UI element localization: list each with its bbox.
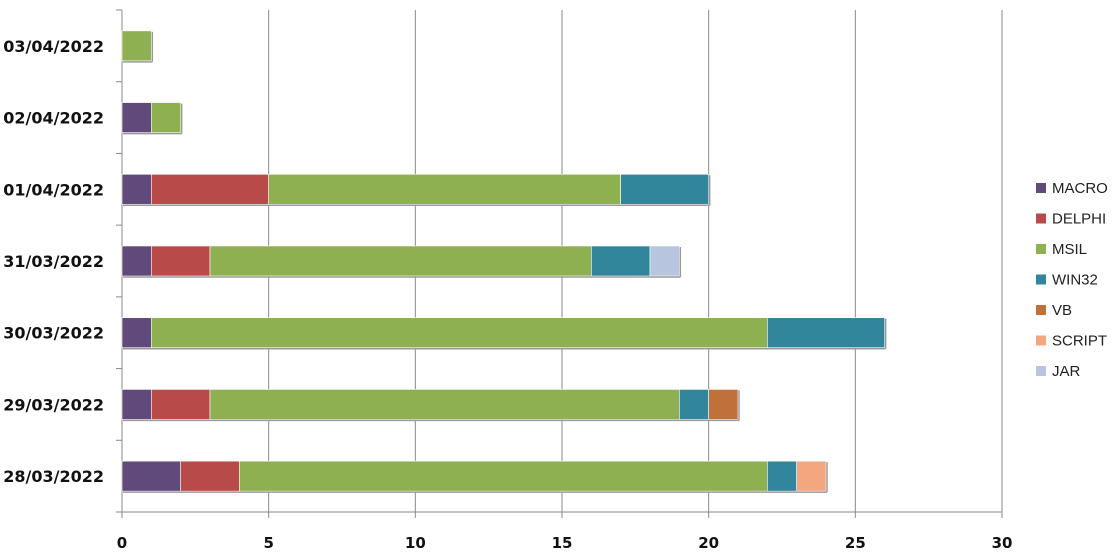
- bar-segment-win32: [620, 173, 709, 205]
- bar-segment-macro: [121, 460, 181, 492]
- legend-swatch: [1036, 244, 1046, 254]
- bar-segment-msil: [151, 102, 181, 133]
- bar-segment-msil: [209, 245, 592, 277]
- bar-segment-macro: [121, 102, 152, 133]
- bar-segment-macro: [121, 317, 152, 349]
- x-tick-label: 0: [117, 534, 127, 552]
- legend-swatch: [1036, 305, 1046, 315]
- bar-segment-jar: [649, 245, 680, 277]
- bar-segment-win32: [767, 460, 797, 492]
- legend-label: SCRIPT: [1052, 333, 1107, 350]
- bar-segment-msil: [209, 389, 680, 420]
- x-tick-label: 15: [552, 534, 573, 552]
- category-label: 31/03/2022: [3, 252, 104, 271]
- legend-swatch: [1036, 183, 1046, 193]
- category-label: 01/04/2022: [3, 180, 104, 199]
- bar-segment-msil: [268, 173, 621, 205]
- bar-segment-msil: [239, 460, 768, 492]
- legend-swatch: [1036, 335, 1046, 346]
- legend-label: MSIL: [1052, 241, 1087, 258]
- bar-segment-delphi: [151, 245, 211, 277]
- category-label: 29/03/2022: [3, 395, 104, 414]
- legend-label: WIN32: [1052, 272, 1098, 289]
- bar-segment-msil: [121, 30, 152, 62]
- bar-segment-script: [796, 460, 827, 492]
- legend-label: MACRO: [1052, 180, 1108, 197]
- bar-segment-delphi: [180, 460, 240, 492]
- category-label: 02/04/2022: [3, 109, 104, 128]
- bar-segment-msil: [151, 317, 768, 349]
- legend-label: VB: [1052, 302, 1072, 319]
- bar-segment-delphi: [151, 389, 211, 420]
- bar-segment-macro: [121, 245, 152, 277]
- bar-segment-vb: [708, 389, 739, 420]
- bar-segment-win32: [679, 389, 709, 420]
- legend-swatch: [1036, 366, 1046, 376]
- legend-label: JAR: [1052, 363, 1081, 380]
- legend-label: DELPHI: [1052, 211, 1106, 228]
- bar-segment-delphi: [151, 173, 269, 205]
- x-tick-label: 5: [263, 534, 273, 552]
- category-label: 30/03/2022: [3, 324, 104, 343]
- bar-segment-macro: [121, 173, 152, 205]
- x-tick-label: 20: [698, 534, 719, 552]
- category-label: 03/04/2022: [3, 37, 104, 56]
- x-tick-label: 25: [845, 534, 866, 552]
- legend-swatch: [1036, 274, 1046, 285]
- category-label: 28/03/2022: [3, 467, 104, 486]
- bar-segment-win32: [767, 317, 885, 349]
- legend-swatch: [1036, 213, 1046, 224]
- bar-segment-win32: [591, 245, 651, 277]
- bar-segment-macro: [121, 389, 152, 420]
- x-tick-label: 30: [992, 534, 1013, 552]
- x-tick-label: 10: [405, 534, 426, 552]
